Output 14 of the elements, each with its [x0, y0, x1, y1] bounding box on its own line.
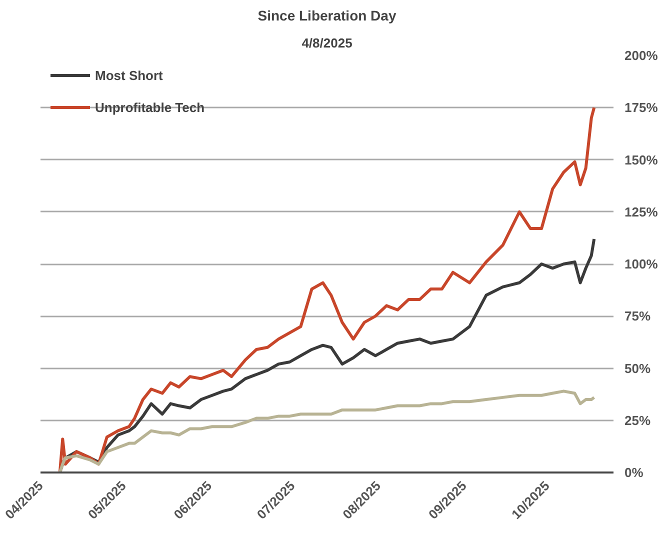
y-tick-label: 0% — [624, 465, 644, 480]
y-tick-label: 150% — [624, 152, 658, 168]
legend-label: Unprofitable Tech — [95, 100, 205, 114]
line-series — [58, 390, 596, 472]
y-tick-label: 200% — [624, 48, 658, 63]
y-tick-label: 50% — [624, 360, 651, 376]
chart-title: Since Liberation Day — [258, 8, 396, 24]
chart-subtitle: 4/8/2025 — [302, 36, 352, 50]
y-tick-label: 100% — [624, 256, 658, 272]
y-tick-label: 25% — [624, 412, 651, 428]
y-tick-label: 75% — [624, 308, 651, 324]
y-tick-label: 175% — [624, 100, 658, 116]
legend-label: Most Short — [95, 68, 163, 82]
y-tick-label: 125% — [624, 204, 658, 220]
